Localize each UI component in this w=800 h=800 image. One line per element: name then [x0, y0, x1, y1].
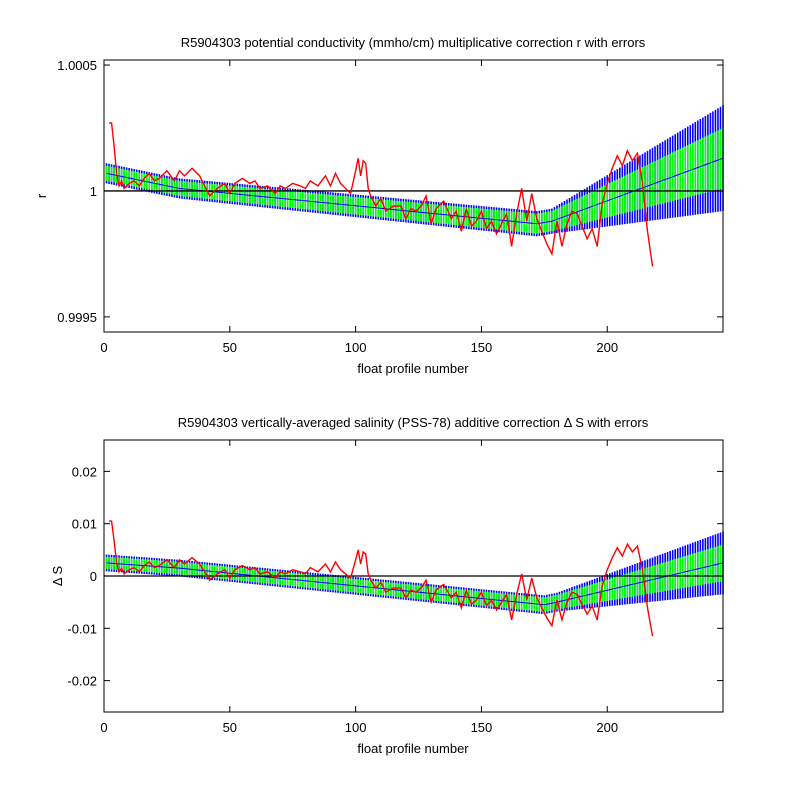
axes-frame	[103, 59, 724, 333]
y-tick-label: 0.9995	[57, 310, 97, 325]
raw-correction-line	[109, 520, 654, 637]
x-axis-label: float profile number	[357, 361, 469, 376]
x-tick-label: 0	[100, 720, 107, 735]
axis-ticks: 0 50 100 150 200 -0.02 -0.01 0 0.01 0.02	[67, 440, 723, 735]
x-tick-label: 200	[596, 340, 618, 355]
fit-line	[106, 157, 724, 225]
x-tick-label: 100	[345, 340, 367, 355]
y-axis-label: r	[34, 193, 49, 198]
y-axis-label: Δ S	[50, 566, 65, 587]
x-tick-label: 150	[471, 340, 493, 355]
y-tick-label: -0.01	[67, 621, 97, 636]
axis-ticks: 0 50 100 150 200 0.9995 1 1.0005	[57, 58, 723, 355]
fit-line	[106, 562, 724, 606]
x-axis-label: float profile number	[357, 741, 469, 756]
plot-area	[104, 105, 724, 267]
y-tick-label: 0.01	[72, 517, 97, 532]
panel-r-correction: R5904303 potential conductivity (mmho/cm…	[34, 35, 724, 376]
panel-delta-s-correction: R5904303 vertically-averaged salinity (P…	[50, 415, 724, 756]
x-tick-label: 100	[345, 720, 367, 735]
raw-correction-line	[109, 122, 654, 267]
x-tick-label: 0	[100, 340, 107, 355]
y-tick-label: 1.0005	[57, 58, 97, 73]
y-tick-label: 0	[90, 569, 97, 584]
chart-title: R5904303 vertically-averaged salinity (P…	[178, 415, 649, 430]
x-tick-label: 50	[223, 720, 237, 735]
x-tick-label: 150	[471, 720, 493, 735]
chart-title: R5904303 potential conductivity (mmho/cm…	[181, 35, 646, 50]
x-tick-label: 50	[223, 340, 237, 355]
y-tick-label: 0.02	[72, 464, 97, 479]
plot-area	[104, 520, 724, 637]
x-tick-label: 200	[596, 720, 618, 735]
y-tick-label: 1	[90, 184, 97, 199]
y-tick-label: -0.02	[67, 674, 97, 689]
